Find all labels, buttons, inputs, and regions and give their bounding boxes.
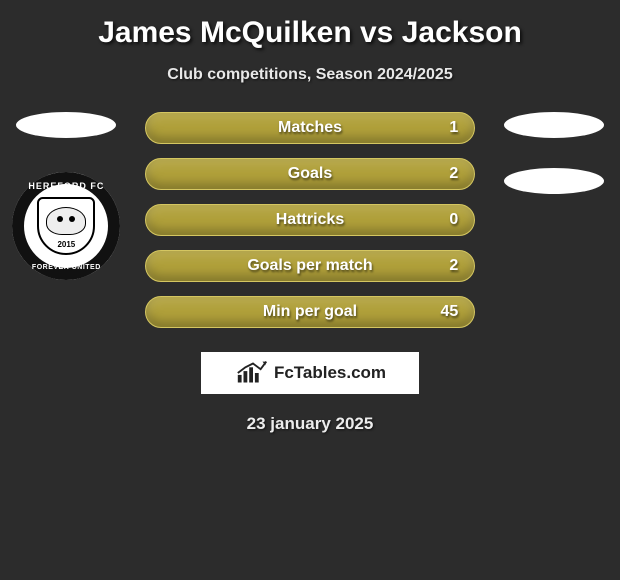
stat-value: 1 (449, 119, 458, 137)
stat-bar: Goals 2 (145, 158, 476, 190)
stat-bar: Goals per match 2 (145, 250, 476, 282)
placeholder-ellipse (504, 112, 604, 138)
bull-icon (46, 207, 86, 235)
logo-text-bottom: FOREVER UNITED (32, 264, 101, 271)
player1-name: James McQuilken (98, 16, 351, 49)
stat-label: Goals (288, 165, 332, 183)
title-vs: vs (360, 16, 393, 49)
stat-bar: Hattricks 0 (145, 204, 476, 236)
stat-bar: Matches 1 (145, 112, 476, 144)
date-label: 23 january 2025 (0, 414, 620, 434)
subtitle: Club competitions, Season 2024/2025 (0, 66, 620, 84)
player2-name: Jackson (402, 16, 522, 49)
columns: HEREFORD FC 2015 FOREVER UNITED Matches … (0, 112, 620, 328)
stat-label: Goals per match (247, 257, 372, 275)
stat-label: Matches (278, 119, 342, 137)
stat-value: 2 (449, 165, 458, 183)
stat-bars: Matches 1 Goals 2 Hattricks 0 Goals per … (145, 112, 476, 328)
logo-text-top: HEREFORD FC (28, 181, 104, 191)
right-side (495, 112, 612, 194)
stat-value: 45 (441, 303, 459, 321)
stat-value: 2 (449, 257, 458, 275)
chart-icon (234, 361, 272, 385)
placeholder-ellipse (504, 168, 604, 194)
stat-label: Min per goal (263, 303, 357, 321)
brand-badge: FcTables.com (201, 352, 419, 394)
stat-value: 0 (449, 211, 458, 229)
club-logo: HEREFORD FC 2015 FOREVER UNITED (12, 172, 120, 280)
page-title: James McQuilken vs Jackson (0, 16, 620, 50)
placeholder-ellipse (16, 112, 116, 138)
brand-text: FcTables.com (274, 363, 386, 383)
logo-shield: 2015 (37, 197, 95, 255)
stat-label: Hattricks (276, 211, 344, 229)
logo-year: 2015 (57, 240, 75, 249)
stats-card: James McQuilken vs Jackson Club competit… (0, 0, 620, 434)
stat-bar: Min per goal 45 (145, 296, 476, 328)
left-side: HEREFORD FC 2015 FOREVER UNITED (8, 112, 125, 280)
